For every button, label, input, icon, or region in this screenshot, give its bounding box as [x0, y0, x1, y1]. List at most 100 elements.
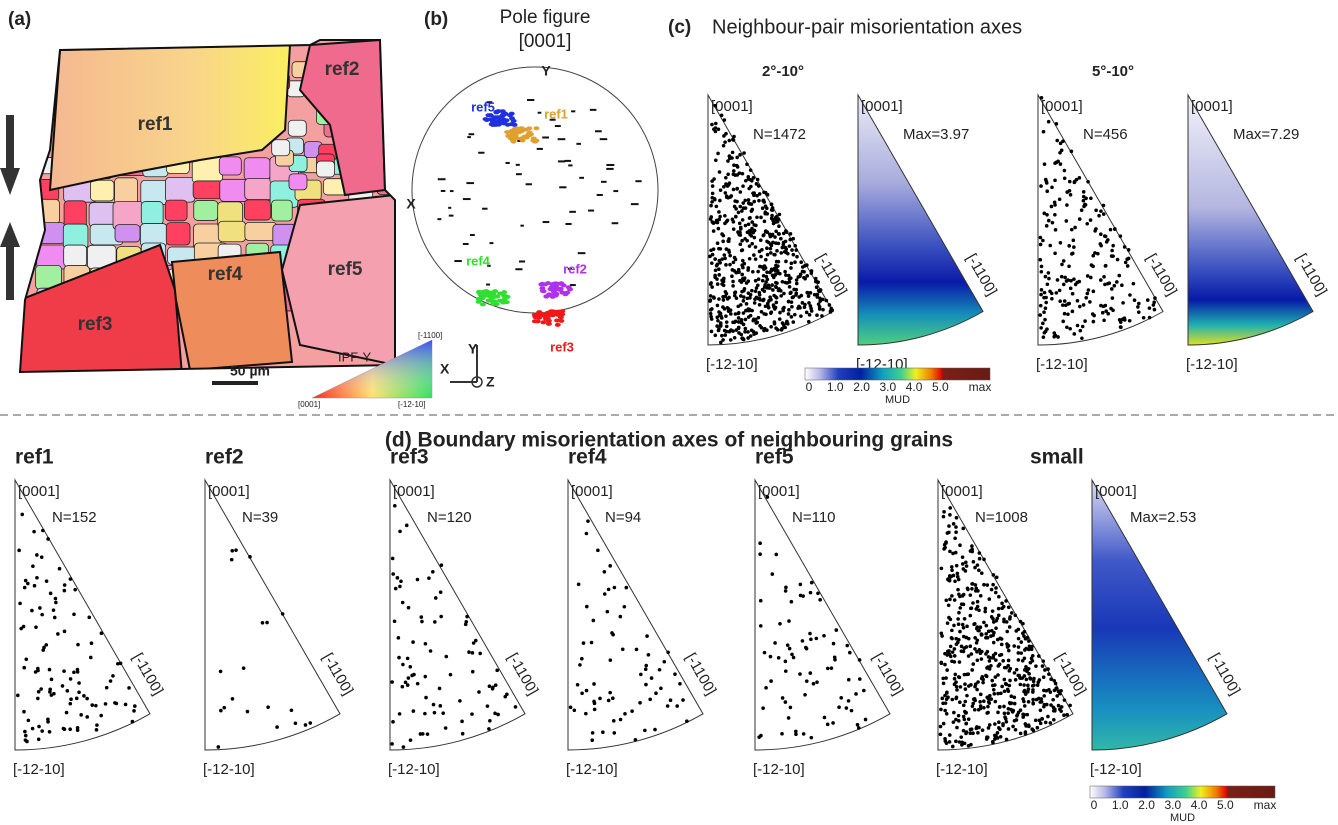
axis-point — [1037, 654, 1041, 658]
pole-speck — [489, 242, 494, 245]
axis-point — [1022, 674, 1027, 678]
pole-speck — [606, 163, 615, 166]
axis-point — [133, 704, 137, 708]
axis-point — [768, 295, 772, 300]
axis-point — [733, 199, 737, 203]
axis-point — [1136, 305, 1140, 309]
axis-point — [23, 729, 27, 734]
axis-point — [1065, 325, 1069, 330]
axis-point — [1009, 611, 1014, 615]
axis-point — [846, 699, 851, 703]
axis-point — [752, 193, 756, 198]
axis-point — [982, 620, 986, 625]
axis-point — [1027, 644, 1032, 649]
colorbar-tick: max — [1254, 798, 1277, 812]
axis-point — [846, 677, 851, 682]
panel-label: (c) — [668, 17, 691, 38]
axis-point — [957, 637, 961, 642]
axis-point — [815, 680, 819, 684]
axis-point — [733, 290, 737, 295]
axis-point — [980, 728, 985, 733]
axis-point — [76, 642, 80, 647]
colorbar-tick: 0 — [1091, 798, 1098, 812]
axis-point — [1061, 319, 1065, 324]
axis-point — [733, 312, 738, 316]
panel-title: (d) Boundary misorientation axes of neig… — [385, 429, 953, 452]
axis-point — [116, 661, 120, 666]
axis-point — [1060, 262, 1064, 267]
count-label: N=456 — [1083, 126, 1128, 143]
axis-point — [996, 673, 1000, 677]
axis-point — [970, 544, 974, 548]
axis-point — [132, 709, 136, 713]
axis-point — [818, 597, 822, 602]
axis-point — [751, 318, 756, 323]
axis-point — [1080, 324, 1085, 329]
axis-point — [1086, 180, 1090, 184]
axis-point — [114, 701, 119, 706]
axis-point — [1046, 218, 1051, 223]
axis-point — [39, 555, 44, 559]
axis-point — [733, 257, 738, 262]
axis-point — [1123, 260, 1128, 265]
axis-point — [1086, 288, 1091, 292]
axis-point — [1013, 677, 1018, 682]
axis-point — [956, 617, 960, 621]
plot-name: ref5 — [755, 446, 794, 469]
axis-point — [584, 711, 588, 716]
axis-point — [723, 221, 727, 226]
axis-point — [954, 739, 958, 744]
pole-speck — [630, 203, 639, 206]
pole-speck — [557, 138, 566, 141]
axis-point — [973, 565, 977, 570]
axis-point — [975, 563, 980, 567]
axis-point — [675, 704, 679, 708]
axis-point — [1013, 727, 1018, 732]
axis-point — [611, 719, 616, 723]
triad-label: X — [440, 361, 450, 377]
axis-point — [803, 264, 807, 268]
ipf-label: [0001] — [1191, 98, 1233, 115]
axis-point — [62, 629, 67, 634]
axis-point — [965, 693, 969, 698]
axis-point — [728, 253, 732, 258]
axis-point — [1070, 291, 1075, 296]
pole-cluster — [553, 291, 560, 296]
axis-point — [978, 625, 983, 630]
axis-point — [996, 664, 1001, 668]
axis-point — [763, 211, 768, 216]
axis-point — [959, 649, 964, 653]
axis-point — [801, 732, 806, 736]
axis-point — [723, 256, 727, 261]
axis-point — [749, 184, 753, 189]
axis-point — [955, 688, 959, 692]
axis-point — [762, 267, 766, 271]
axis-point — [769, 679, 773, 683]
axis-point — [37, 724, 41, 729]
axis-point — [62, 588, 67, 593]
plot-name: ref3 — [390, 446, 429, 469]
axis-point — [1072, 180, 1077, 185]
axis-point — [1022, 683, 1026, 687]
axis-point — [807, 313, 812, 317]
axis-point — [1042, 694, 1047, 698]
axis-point — [709, 215, 714, 219]
plot-name: small — [1030, 446, 1084, 469]
axis-point — [1054, 122, 1059, 126]
axis-point — [648, 697, 652, 702]
axis-point — [1006, 711, 1010, 715]
ipf-key-blue — [312, 340, 432, 398]
axis-point — [733, 173, 738, 177]
pole-cluster — [506, 113, 513, 118]
axis-point — [591, 618, 596, 623]
axis-point — [1061, 259, 1066, 263]
axis-point — [791, 655, 796, 660]
axis-point — [963, 711, 968, 715]
axis-point — [1022, 699, 1026, 704]
triad-label: Y — [468, 341, 478, 357]
axis-point — [979, 676, 984, 681]
axis-point — [1122, 245, 1127, 249]
axis-point — [32, 583, 37, 588]
axis-point — [425, 732, 430, 736]
